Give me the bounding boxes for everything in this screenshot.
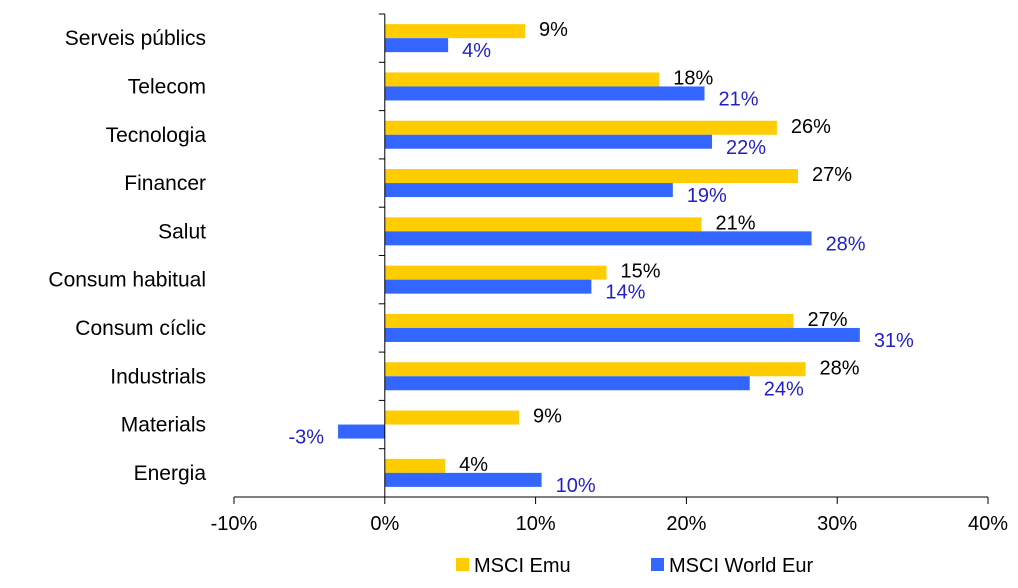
data-label: 14% [605,282,645,304]
data-label: 18% [673,67,713,89]
bar-msci-emu [384,410,520,425]
legend-swatch-msci-emu [456,558,469,571]
bar-msci-emu [384,169,798,184]
category-label: Telecom [128,75,206,98]
data-label: 10% [556,475,596,497]
legend-label-msci-world-eur: MSCI World Eur [669,555,813,577]
category-label: Salut [158,220,206,243]
bar-msci-emu [384,313,794,328]
data-label: 19% [687,185,727,207]
data-label: 26% [791,116,831,138]
data-labels-layer: 9%4%18%21%26%22%27%19%21%28%15%14%27%31%… [288,19,914,497]
bars-layer [338,24,860,487]
category-label: Serveis públics [65,27,206,50]
bar-msci-emu [384,120,777,135]
bar-msci-world-eur [384,279,592,294]
category-label: Financer [124,172,206,195]
x-tick-label: 0% [370,513,399,535]
bar-msci-world-eur [384,327,860,342]
data-label: 9% [539,19,568,41]
x-tick-label: 10% [516,513,556,535]
bar-msci-emu [384,24,526,39]
bar-msci-emu [384,72,660,87]
category-label: Industrials [110,365,206,388]
axes-layer: Serveis públics Telecom Tecnologia Financer… [48,13,1008,535]
bar-msci-emu [384,362,806,377]
data-label: 27% [807,309,847,331]
data-label: 4% [459,454,488,476]
x-tick-label: -10% [211,513,258,535]
bar-msci-world-eur [384,38,449,53]
data-label: -3% [288,427,324,449]
bar-msci-world-eur [338,424,385,439]
bar-msci-emu [384,458,446,473]
data-label: 4% [462,40,491,62]
data-label: 21% [718,88,758,110]
data-label: 22% [726,137,766,159]
category-label: Consum habitual [48,269,206,292]
legend-label-msci-emu: MSCI Emu [474,555,571,577]
category-label: Materials [121,414,206,437]
x-tick-label: 30% [817,513,857,535]
category-label: Energia [134,462,207,485]
legend: MSCI Emu MSCI World Eur [456,555,813,577]
bar-msci-emu [384,265,607,280]
data-label: 21% [715,212,755,234]
data-label: 24% [764,378,804,400]
data-label: 28% [820,357,860,379]
data-label: 15% [620,261,660,283]
x-tick-label: 40% [968,513,1008,535]
data-label: 27% [812,164,852,186]
category-label: Tecnologia [106,124,207,147]
category-label: Consum cíclic [75,317,206,340]
legend-swatch-msci-world-eur [651,558,664,571]
data-label: 31% [874,330,914,352]
x-tick-label: 20% [666,513,706,535]
bar-msci-world-eur [384,134,713,149]
bar-msci-emu [384,217,702,232]
data-label: 9% [533,406,562,428]
bar-msci-world-eur [384,472,542,487]
data-label: 28% [826,233,866,255]
bar-msci-world-eur [384,86,705,101]
bar-msci-world-eur [384,231,812,246]
bar-msci-world-eur [384,183,673,198]
bar-msci-world-eur [384,376,750,391]
